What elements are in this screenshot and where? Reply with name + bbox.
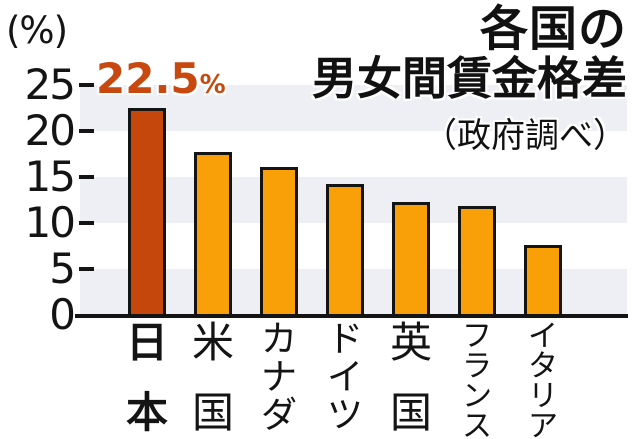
category-label-canada: カナダ xyxy=(260,319,297,436)
y-tick-label: 5 xyxy=(49,243,76,293)
x-axis-line xyxy=(75,314,628,318)
y-tick-label: 15 xyxy=(24,151,76,201)
y-tick-label: 0 xyxy=(49,290,76,339)
category-label-japan: 日本 xyxy=(125,318,168,437)
y-axis-unit-label: (%) xyxy=(6,9,68,52)
y-tick-label: 10 xyxy=(24,197,76,247)
chart-title-line1: 各国の xyxy=(479,1,627,57)
value-annotation: 22.5% xyxy=(96,58,226,100)
bar-japan xyxy=(128,107,166,318)
category-label-france: フランス xyxy=(462,319,492,439)
category-label-germany: ドイツ xyxy=(326,319,363,436)
y-tick-label: 25 xyxy=(24,59,76,109)
bar-italy xyxy=(524,244,562,318)
bar-germany xyxy=(326,184,364,318)
y-tick-mark xyxy=(79,82,94,87)
bar-uk xyxy=(392,201,430,318)
y-tick-label: 20 xyxy=(24,105,76,155)
bar-france xyxy=(458,206,496,318)
category-label-usa: 米国 xyxy=(191,318,234,437)
chart-subtitle: （政府調べ） xyxy=(423,115,627,156)
chart-title-block: 各国の 男女間賃金格差 （政府調べ） xyxy=(312,4,627,153)
bar-usa xyxy=(194,151,232,318)
category-label-italy: イタリア xyxy=(528,319,558,439)
category-label-uk: 英国 xyxy=(389,318,432,437)
bar-canada xyxy=(260,166,298,318)
y-tick-mark xyxy=(79,174,94,179)
annotation-value: 22.5 xyxy=(96,54,200,103)
annotation-percent-sign: % xyxy=(199,70,226,100)
plot-stripe-band xyxy=(80,84,627,131)
y-tick-mark xyxy=(79,266,94,271)
y-tick-mark xyxy=(79,128,94,133)
chart-title-line2: 男女間賃金格差 xyxy=(311,52,627,106)
y-tick-mark xyxy=(79,220,94,225)
